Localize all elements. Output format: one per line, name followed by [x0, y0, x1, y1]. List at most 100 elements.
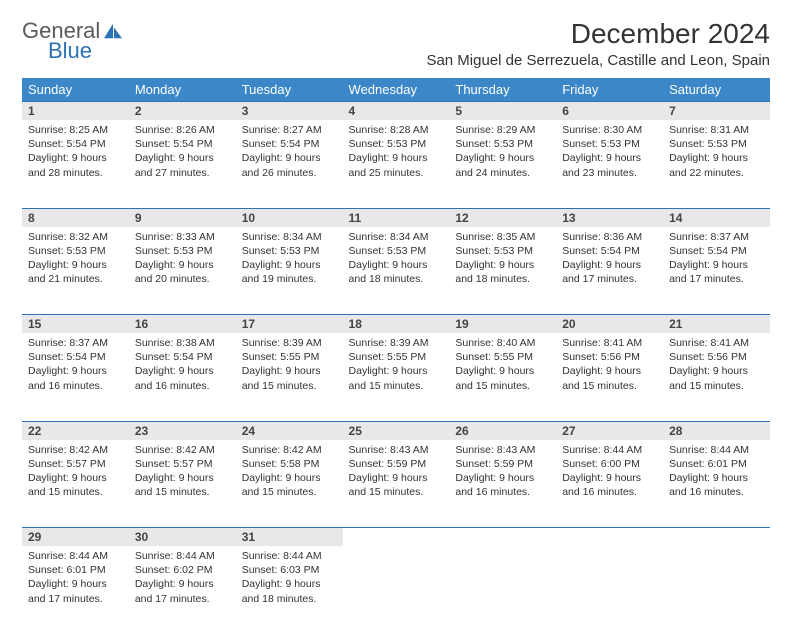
day-number-row: 22232425262728 — [22, 421, 770, 440]
day-sr: Sunrise: 8:33 AM — [135, 230, 230, 244]
day-d2: and 25 minutes. — [349, 166, 444, 180]
day-number: 10 — [236, 208, 343, 227]
day-cell: Sunrise: 8:32 AMSunset: 5:53 PMDaylight:… — [22, 227, 129, 315]
day-cell: Sunrise: 8:25 AMSunset: 5:54 PMDaylight:… — [22, 120, 129, 208]
day-info-row: Sunrise: 8:25 AMSunset: 5:54 PMDaylight:… — [22, 120, 770, 208]
day-d1: Daylight: 9 hours — [28, 471, 123, 485]
day-number: 23 — [129, 421, 236, 440]
day-number: 29 — [22, 528, 129, 547]
day-d2: and 16 minutes. — [28, 379, 123, 393]
day-d2: and 21 minutes. — [28, 272, 123, 286]
day-ss: Sunset: 5:54 PM — [669, 244, 764, 258]
day-number: 1 — [22, 102, 129, 121]
day-ss: Sunset: 5:53 PM — [28, 244, 123, 258]
day-sr: Sunrise: 8:39 AM — [242, 336, 337, 350]
weekday-header: Saturday — [663, 78, 770, 102]
day-d2: and 16 minutes. — [135, 379, 230, 393]
day-d1: Daylight: 9 hours — [669, 258, 764, 272]
day-d2: and 19 minutes. — [242, 272, 337, 286]
day-sr: Sunrise: 8:37 AM — [669, 230, 764, 244]
day-number: 8 — [22, 208, 129, 227]
day-info-row: Sunrise: 8:37 AMSunset: 5:54 PMDaylight:… — [22, 333, 770, 421]
day-number: 13 — [556, 208, 663, 227]
day-d1: Daylight: 9 hours — [349, 471, 444, 485]
calendar-table: SundayMondayTuesdayWednesdayThursdayFrid… — [22, 78, 770, 634]
day-d1: Daylight: 9 hours — [135, 364, 230, 378]
day-sr: Sunrise: 8:43 AM — [349, 443, 444, 457]
day-number: 9 — [129, 208, 236, 227]
day-d1: Daylight: 9 hours — [135, 577, 230, 591]
day-d2: and 22 minutes. — [669, 166, 764, 180]
day-d1: Daylight: 9 hours — [135, 151, 230, 165]
day-sr: Sunrise: 8:40 AM — [455, 336, 550, 350]
day-ss: Sunset: 5:55 PM — [455, 350, 550, 364]
day-ss: Sunset: 5:59 PM — [455, 457, 550, 471]
day-sr: Sunrise: 8:27 AM — [242, 123, 337, 137]
day-sr: Sunrise: 8:28 AM — [349, 123, 444, 137]
empty-cell — [663, 546, 770, 634]
title-block: December 2024 San Miguel de Serrezuela, … — [426, 18, 770, 69]
day-number: 3 — [236, 102, 343, 121]
day-cell: Sunrise: 8:41 AMSunset: 5:56 PMDaylight:… — [556, 333, 663, 421]
day-d1: Daylight: 9 hours — [455, 471, 550, 485]
day-ss: Sunset: 5:53 PM — [349, 137, 444, 151]
header: General Blue December 2024 San Miguel de… — [22, 18, 770, 70]
day-d2: and 17 minutes. — [135, 592, 230, 606]
day-d1: Daylight: 9 hours — [135, 258, 230, 272]
day-d1: Daylight: 9 hours — [455, 258, 550, 272]
day-ss: Sunset: 5:54 PM — [562, 244, 657, 258]
day-ss: Sunset: 6:01 PM — [669, 457, 764, 471]
day-d2: and 18 minutes. — [242, 592, 337, 606]
day-number: 2 — [129, 102, 236, 121]
day-sr: Sunrise: 8:26 AM — [135, 123, 230, 137]
day-d2: and 15 minutes. — [669, 379, 764, 393]
day-sr: Sunrise: 8:43 AM — [455, 443, 550, 457]
weekday-header: Wednesday — [343, 78, 450, 102]
day-cell: Sunrise: 8:39 AMSunset: 5:55 PMDaylight:… — [343, 333, 450, 421]
day-cell: Sunrise: 8:42 AMSunset: 5:57 PMDaylight:… — [129, 440, 236, 528]
day-d1: Daylight: 9 hours — [242, 151, 337, 165]
day-ss: Sunset: 6:01 PM — [28, 563, 123, 577]
day-sr: Sunrise: 8:38 AM — [135, 336, 230, 350]
day-d1: Daylight: 9 hours — [455, 364, 550, 378]
day-ss: Sunset: 5:53 PM — [242, 244, 337, 258]
day-cell: Sunrise: 8:28 AMSunset: 5:53 PMDaylight:… — [343, 120, 450, 208]
day-sr: Sunrise: 8:35 AM — [455, 230, 550, 244]
day-sr: Sunrise: 8:44 AM — [562, 443, 657, 457]
day-number: 16 — [129, 315, 236, 334]
day-cell: Sunrise: 8:30 AMSunset: 5:53 PMDaylight:… — [556, 120, 663, 208]
day-info-row: Sunrise: 8:44 AMSunset: 6:01 PMDaylight:… — [22, 546, 770, 634]
day-sr: Sunrise: 8:31 AM — [669, 123, 764, 137]
day-number-row: 15161718192021 — [22, 315, 770, 334]
day-ss: Sunset: 5:57 PM — [28, 457, 123, 471]
day-number-row: 293031 — [22, 528, 770, 547]
day-cell: Sunrise: 8:27 AMSunset: 5:54 PMDaylight:… — [236, 120, 343, 208]
day-cell: Sunrise: 8:44 AMSunset: 6:02 PMDaylight:… — [129, 546, 236, 634]
day-number: 7 — [663, 102, 770, 121]
day-d2: and 15 minutes. — [455, 379, 550, 393]
day-d2: and 23 minutes. — [562, 166, 657, 180]
day-number: 11 — [343, 208, 450, 227]
day-d1: Daylight: 9 hours — [349, 258, 444, 272]
day-ss: Sunset: 5:53 PM — [135, 244, 230, 258]
day-cell: Sunrise: 8:39 AMSunset: 5:55 PMDaylight:… — [236, 333, 343, 421]
day-sr: Sunrise: 8:25 AM — [28, 123, 123, 137]
day-sr: Sunrise: 8:34 AM — [349, 230, 444, 244]
day-d1: Daylight: 9 hours — [669, 364, 764, 378]
day-number: 19 — [449, 315, 556, 334]
day-cell: Sunrise: 8:35 AMSunset: 5:53 PMDaylight:… — [449, 227, 556, 315]
day-d1: Daylight: 9 hours — [669, 471, 764, 485]
empty-cell — [343, 546, 450, 634]
day-ss: Sunset: 5:53 PM — [562, 137, 657, 151]
day-cell: Sunrise: 8:31 AMSunset: 5:53 PMDaylight:… — [663, 120, 770, 208]
day-cell: Sunrise: 8:34 AMSunset: 5:53 PMDaylight:… — [236, 227, 343, 315]
day-d1: Daylight: 9 hours — [28, 258, 123, 272]
empty-cell — [449, 546, 556, 634]
day-number: 26 — [449, 421, 556, 440]
day-ss: Sunset: 5:53 PM — [349, 244, 444, 258]
day-d2: and 15 minutes. — [562, 379, 657, 393]
day-info-row: Sunrise: 8:42 AMSunset: 5:57 PMDaylight:… — [22, 440, 770, 528]
day-d2: and 27 minutes. — [135, 166, 230, 180]
day-d2: and 16 minutes. — [455, 485, 550, 499]
day-d1: Daylight: 9 hours — [242, 258, 337, 272]
